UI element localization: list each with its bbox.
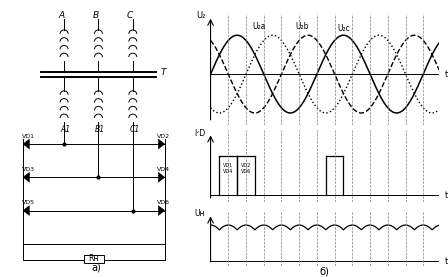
Text: A: A	[58, 11, 65, 20]
Text: VD3: VD3	[22, 167, 35, 172]
Text: VD5: VD5	[22, 200, 35, 205]
Text: t: t	[445, 257, 448, 266]
Polygon shape	[23, 206, 30, 216]
Text: Rн: Rн	[89, 255, 99, 263]
Text: VD2: VD2	[157, 134, 170, 139]
Text: IᵛD: IᵛD	[194, 129, 206, 138]
Text: U₂: U₂	[196, 11, 206, 20]
Text: U₂c: U₂c	[337, 24, 350, 33]
Polygon shape	[158, 172, 165, 182]
Polygon shape	[23, 139, 30, 149]
Text: VD4: VD4	[157, 167, 170, 172]
Text: t: t	[445, 70, 448, 79]
Text: T: T	[160, 68, 166, 77]
Text: A1: A1	[60, 125, 71, 134]
FancyBboxPatch shape	[84, 255, 104, 263]
Text: VD6: VD6	[157, 200, 170, 205]
Text: VD1
VD4: VD1 VD4	[223, 163, 233, 174]
Polygon shape	[158, 206, 165, 216]
Text: U₂b: U₂b	[295, 22, 309, 31]
Text: а): а)	[91, 262, 101, 272]
Text: C1: C1	[129, 125, 140, 134]
Text: C: C	[127, 11, 134, 20]
Polygon shape	[158, 139, 165, 149]
Text: VD2
VD6: VD2 VD6	[241, 163, 251, 174]
Polygon shape	[23, 172, 30, 182]
Text: B: B	[93, 11, 99, 20]
Text: B1: B1	[95, 125, 105, 134]
Text: б): б)	[320, 266, 330, 276]
Text: t: t	[445, 191, 448, 200]
Text: VD1: VD1	[22, 134, 35, 139]
Text: U₂а: U₂а	[253, 22, 266, 31]
Text: Uн: Uн	[195, 209, 206, 219]
